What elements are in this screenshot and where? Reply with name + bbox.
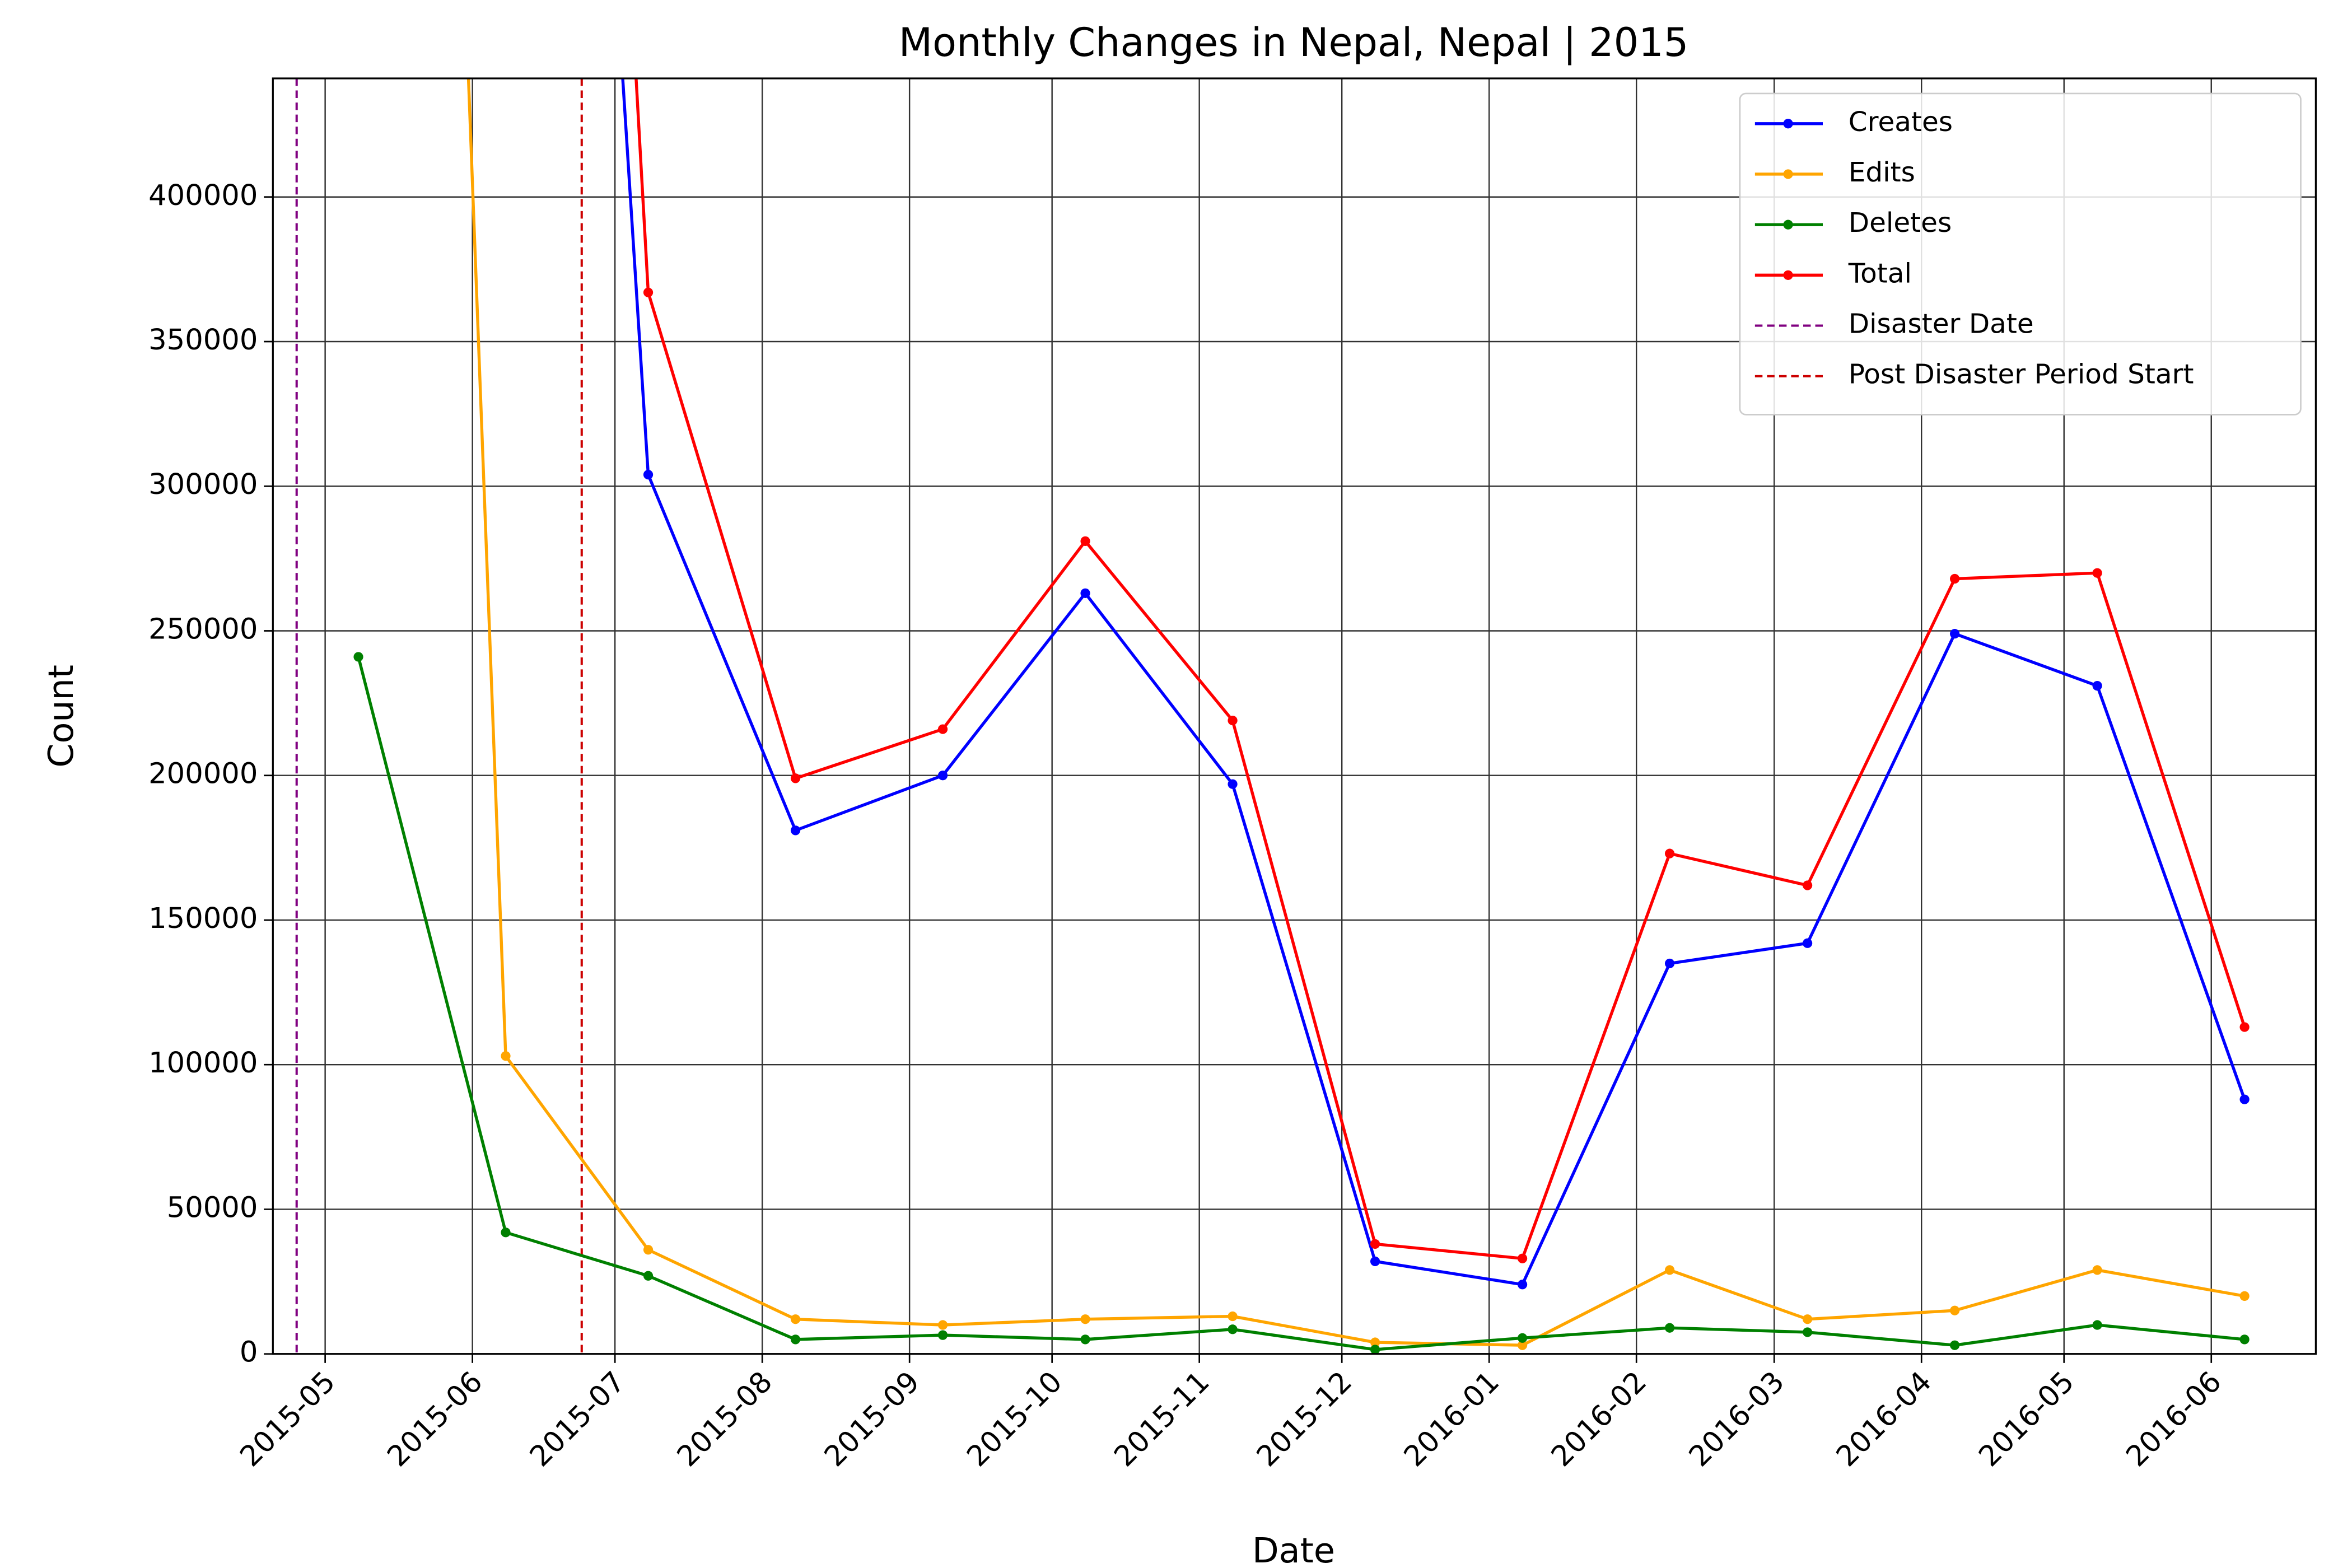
point: [790, 773, 801, 783]
legend-marker: [1783, 270, 1793, 280]
point: [1080, 536, 1090, 546]
x-tick-label: 2016-03: [1683, 1365, 1791, 1473]
y-tick-label: 150000: [148, 902, 258, 935]
point: [1664, 848, 1675, 858]
legend-label: Disaster Date: [1849, 309, 2034, 340]
point: [1228, 1324, 1238, 1334]
x-tick-label: 2015-12: [1250, 1365, 1359, 1473]
point: [1802, 880, 1813, 890]
point: [1370, 1256, 1380, 1267]
x-tick-label: 2015-09: [818, 1365, 926, 1473]
chart-title: Monthly Changes in Nepal, Nepal | 2015: [899, 20, 1688, 66]
x-tick-label: 2015-10: [961, 1365, 1069, 1473]
y-axis-label: Count: [41, 665, 81, 768]
point: [1370, 1345, 1380, 1354]
x-tick-label: 2016-05: [1973, 1365, 2081, 1473]
point: [1517, 1333, 1528, 1343]
legend-marker: [1783, 169, 1793, 179]
point: [1949, 1305, 1960, 1315]
point: [1949, 1340, 1960, 1350]
point: [2092, 1265, 2102, 1275]
series-line: [357, 656, 2245, 1351]
y-tick-label: 200000: [148, 758, 258, 791]
point: [1228, 779, 1238, 789]
plot-area: [295, 78, 2250, 1354]
point: [1664, 1323, 1675, 1333]
point: [1664, 1265, 1675, 1275]
point: [501, 1228, 511, 1238]
point: [937, 771, 948, 781]
point: [1802, 938, 1813, 948]
x-tick-label: 2016-04: [1830, 1365, 1938, 1473]
point: [937, 724, 948, 734]
legend-marker: [1783, 119, 1793, 129]
x-tick-label: 2016-06: [2120, 1365, 2228, 1473]
point: [1228, 715, 1238, 726]
x-tick-label: 2015-07: [524, 1365, 632, 1473]
legend-label: Deletes: [1849, 207, 1952, 239]
point: [2239, 1022, 2250, 1032]
point: [643, 1245, 654, 1255]
y-tick-label: 0: [240, 1336, 258, 1369]
point: [1664, 958, 1675, 969]
point: [2239, 1094, 2250, 1104]
point: [790, 1334, 801, 1345]
point: [643, 287, 654, 297]
point: [1802, 1327, 1813, 1337]
point: [1080, 1334, 1090, 1345]
legend-label: Edits: [1849, 157, 1915, 188]
y-tick-label: 300000: [148, 468, 258, 501]
x-tick-label: 2016-01: [1398, 1365, 1506, 1473]
legend-label: Creates: [1849, 106, 1953, 138]
legend: Creates Edits Deletes Total Disaster Date Pos…: [1739, 92, 2302, 416]
x-axis-label: Date: [1252, 1530, 1335, 1568]
point: [1949, 629, 1960, 639]
point: [501, 1051, 511, 1061]
point: [1802, 1314, 1813, 1324]
series-line: [466, 78, 2245, 1347]
plot-frame: [272, 77, 2317, 1355]
y-tick-label: 50000: [167, 1191, 258, 1224]
point: [790, 1314, 801, 1324]
point: [2239, 1291, 2250, 1301]
point: [1949, 573, 1960, 584]
point: [643, 1271, 654, 1281]
y-tick-label: 350000: [148, 324, 258, 357]
point: [1080, 1314, 1090, 1324]
point: [2092, 1320, 2102, 1330]
point: [1228, 1311, 1238, 1322]
point: [1080, 588, 1090, 598]
x-tick-label: 2015-05: [234, 1365, 342, 1473]
y-tick-label: 250000: [148, 613, 258, 646]
point: [2092, 568, 2102, 578]
x-tick-label: 2016-02: [1545, 1365, 1653, 1473]
point: [937, 1330, 948, 1340]
point: [353, 652, 363, 662]
point: [643, 469, 654, 480]
point: [1517, 1280, 1528, 1290]
point: [1370, 1239, 1380, 1249]
point: [2092, 681, 2102, 691]
x-tick-label: 2015-06: [381, 1365, 489, 1473]
point: [2239, 1334, 2250, 1345]
legend-label: Post Disaster Period Start: [1849, 359, 2194, 390]
point: [1517, 1340, 1528, 1350]
point: [937, 1320, 948, 1330]
x-tick-label: 2015-08: [671, 1365, 779, 1473]
point: [1370, 1337, 1380, 1347]
legend-marker: [1783, 220, 1793, 230]
legend-box: [1739, 92, 2302, 416]
y-tick-label: 400000: [148, 179, 258, 212]
point: [1517, 1253, 1528, 1263]
point: [790, 825, 801, 836]
x-tick-label: 2015-11: [1108, 1365, 1216, 1473]
legend-label: Total: [1848, 258, 1912, 289]
y-tick-label: 100000: [148, 1047, 258, 1080]
